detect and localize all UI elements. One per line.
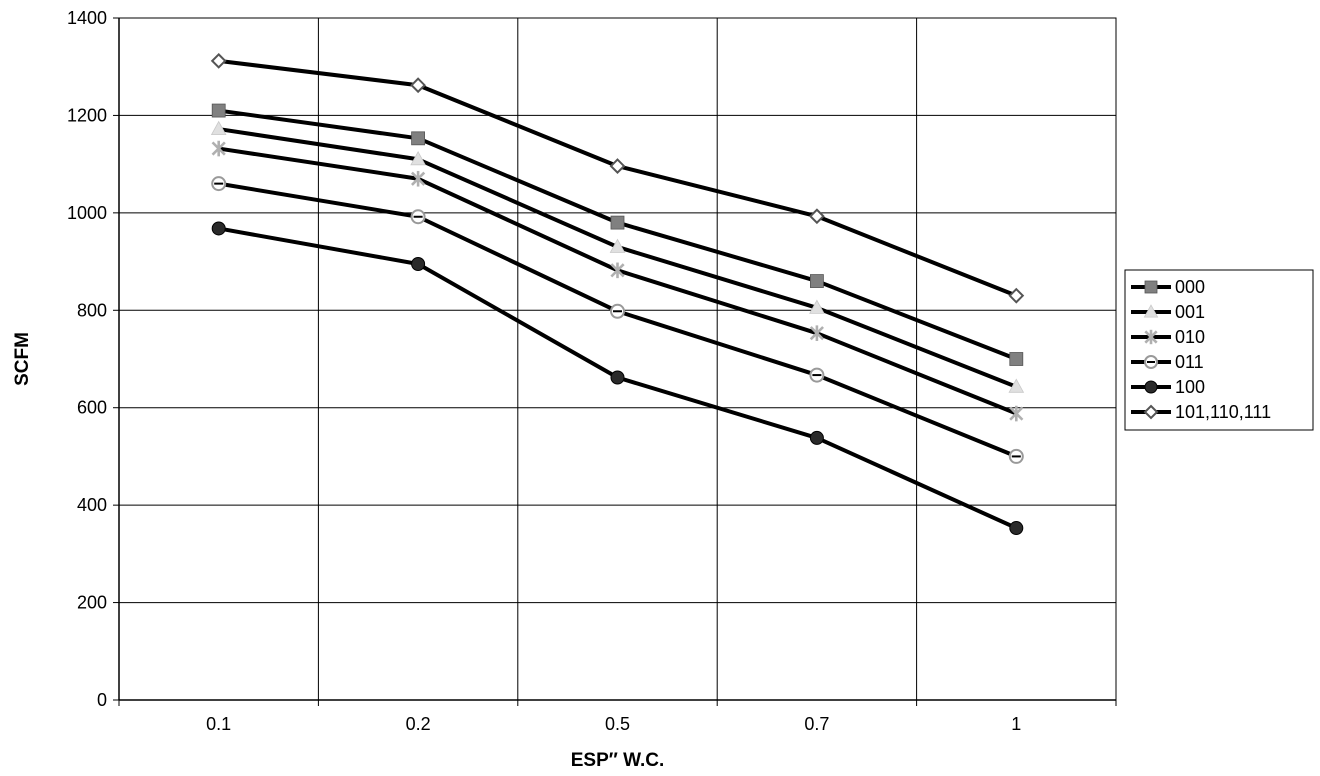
legend-label: 010 [1175,327,1205,347]
x-tick-label: 0.5 [605,714,630,734]
data-point [410,150,426,166]
data-point [211,103,226,118]
y-tick-label: 800 [77,300,107,320]
data-point [411,131,426,146]
data-point [609,238,626,253]
y-tick-label: 600 [77,398,107,418]
data-point [1008,448,1024,464]
y-tick-label: 1400 [67,8,107,28]
plot-area-frame [118,17,1117,701]
data-point [610,303,625,319]
data-point [211,221,226,236]
data-point [610,215,625,230]
data-point [410,77,427,94]
legend-swatch-marker [1144,380,1158,394]
series-011 [211,176,1024,464]
data-point [1008,287,1025,304]
data-point [211,176,227,192]
y-tick-label: 0 [97,690,107,710]
legend-box [1124,269,1314,431]
data-point [1009,405,1024,422]
legend: 000 001 010 011 100 101,110,111 [1124,269,1314,431]
tick-labels: 0 200 400 600 800 1000 1200 1400 0.1 0.2 0.5 0.7 1 [67,8,1021,734]
data-point [610,370,625,385]
x-tick-label: 0.7 [804,714,829,734]
y-tick-label: 400 [77,495,107,515]
legend-label: 100 [1175,377,1205,397]
legend-item: 001 [1131,302,1205,322]
data-point [1008,378,1025,393]
legend-swatch-marker [1143,304,1159,318]
data-point [1009,352,1024,366]
data-point [809,299,825,314]
series-100 [211,221,1024,536]
data-point [410,209,426,225]
y-tick-label: 200 [77,593,107,613]
data-point [211,140,226,157]
legend-item: 100 [1131,377,1205,397]
data-point [411,170,426,187]
y-tick-label: 1000 [67,203,107,223]
axes [113,17,1117,706]
data-point [809,325,824,341]
series-101-110-111 [210,52,1025,304]
series-line [218,58,1018,298]
x-tick-label: 0.1 [206,714,231,734]
legend-swatch-marker [1144,280,1158,294]
y-tick-label: 1200 [67,105,107,125]
series-010 [211,140,1024,422]
data-point [809,430,824,445]
data-point [609,158,626,175]
data-point [1009,521,1024,536]
data-point [610,262,625,279]
legend-label: 001 [1175,302,1205,322]
y-axis-title: SCFM [12,332,33,386]
grid [118,17,1117,701]
legend-swatch-marker [1144,329,1158,345]
data-point [210,52,227,69]
legend-label: 011 [1175,352,1204,372]
series-000 [211,103,1024,366]
series-001 [210,120,1025,393]
x-tick-label: 0.2 [406,714,431,734]
legend-item: 011 [1131,352,1204,372]
legend-label: 000 [1175,277,1205,297]
legend-item: 101,110,111 [1131,402,1271,422]
legend-item: 000 [1131,277,1205,297]
legend-item: 010 [1131,327,1205,347]
x-axis-title: ESP″ W.C. [571,750,665,771]
data-point [810,274,824,288]
data-point [210,120,227,135]
legend-swatch-marker [1144,355,1158,369]
data-point [808,208,825,225]
legend-swatch-marker [1143,404,1159,420]
series-lines [210,52,1025,536]
data-point [411,257,426,272]
x-tick-label: 1 [1011,714,1021,734]
legend-label: 101,110,111 [1175,402,1271,422]
data-point [809,367,825,383]
